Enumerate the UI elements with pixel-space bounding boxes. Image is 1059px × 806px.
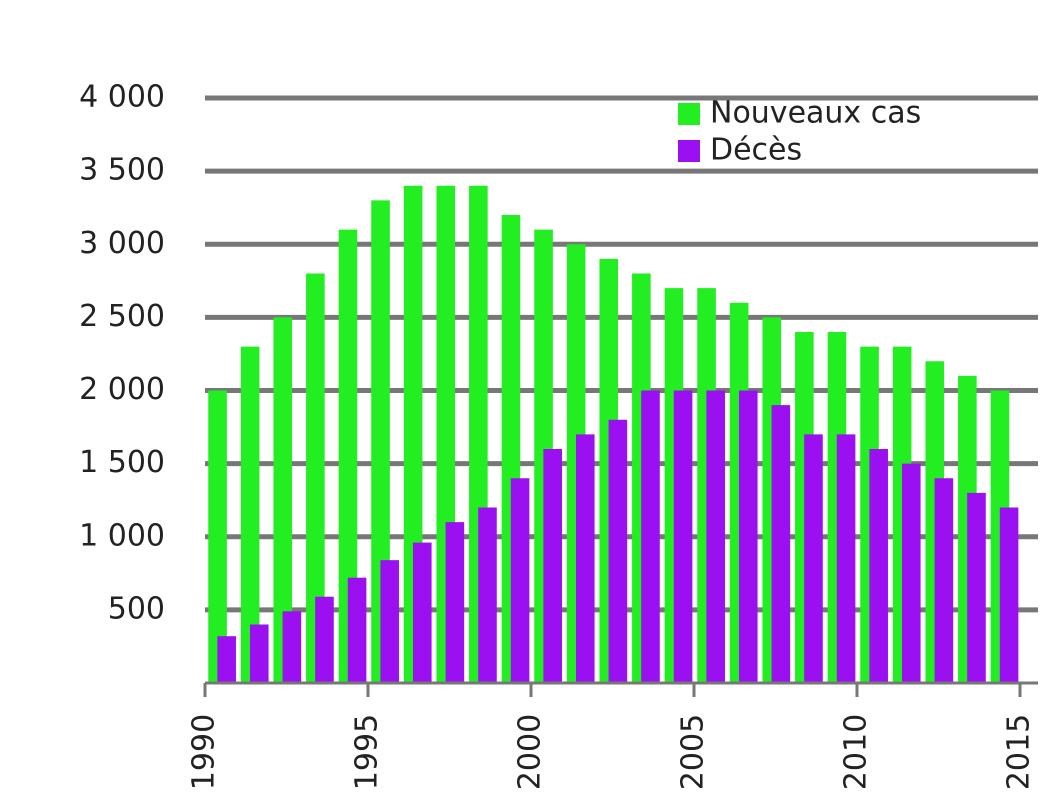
legend-swatch: [678, 103, 700, 125]
bar: [445, 522, 465, 683]
bar: [836, 434, 856, 683]
bar: [771, 405, 791, 683]
y-tick-label: 1 000: [79, 518, 165, 553]
y-tick-label: 4 000: [79, 80, 165, 115]
bar: [804, 434, 823, 683]
bar: [338, 229, 358, 683]
bar: [934, 478, 954, 683]
bar: [706, 390, 725, 683]
legend-swatch: [678, 140, 700, 162]
bar: [869, 449, 888, 683]
bar: [510, 478, 530, 683]
bar: [217, 636, 236, 683]
x-tick-label: 1990: [187, 714, 222, 790]
bar: [543, 449, 562, 683]
y-tick-label: 500: [108, 591, 165, 626]
x-tick-label: 1995: [350, 714, 385, 790]
x-tick-label: 2005: [676, 714, 711, 790]
y-tick-label: 3 000: [79, 226, 165, 261]
bar: [306, 273, 325, 683]
bar: [380, 560, 399, 683]
bar: [999, 507, 1019, 683]
legend-label: Nouveaux cas: [710, 96, 921, 131]
bar: [575, 434, 595, 683]
bar: [412, 542, 432, 683]
bar: [282, 611, 302, 683]
bar: [738, 390, 758, 683]
bar: [901, 463, 921, 683]
bar: [315, 596, 334, 683]
x-tick-label: 2015: [1002, 714, 1037, 790]
bar: [208, 390, 227, 683]
legend-label: Décès: [710, 133, 802, 168]
y-tick-label: 2 000: [79, 372, 165, 407]
x-tick-label: 2000: [513, 714, 548, 790]
y-tick-label: 2 500: [79, 299, 165, 334]
bar: [273, 317, 293, 683]
bar: [249, 624, 269, 683]
bar: [641, 390, 660, 683]
y-tick-label: 3 500: [79, 153, 165, 188]
bar: [967, 492, 986, 683]
bar: [347, 577, 367, 683]
x-tick-label: 2010: [839, 714, 874, 790]
bar: [673, 390, 693, 683]
y-tick-label: 1 500: [79, 445, 165, 480]
bar: [478, 507, 497, 683]
bar: [240, 346, 260, 683]
bar: [608, 419, 628, 683]
